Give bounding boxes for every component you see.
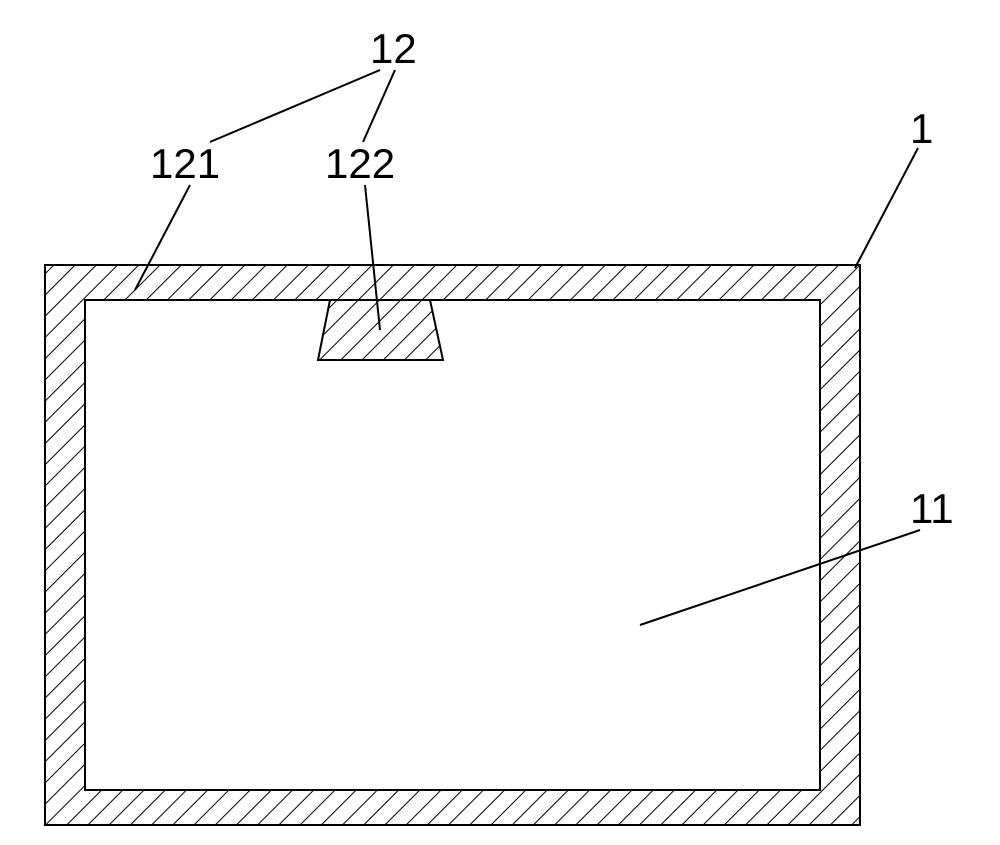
label-122: 122 bbox=[325, 140, 395, 188]
hatched-frame bbox=[45, 265, 860, 825]
technical-diagram bbox=[0, 0, 1000, 845]
leader-12-to-121 bbox=[210, 70, 380, 142]
leader-1-to-corner bbox=[855, 148, 918, 268]
label-1: 1 bbox=[910, 105, 933, 153]
trapezoid-notch bbox=[318, 300, 443, 360]
label-11: 11 bbox=[910, 485, 954, 533]
label-12: 12 bbox=[370, 25, 417, 73]
label-121: 121 bbox=[150, 140, 220, 188]
leader-12-to-122 bbox=[363, 70, 395, 142]
